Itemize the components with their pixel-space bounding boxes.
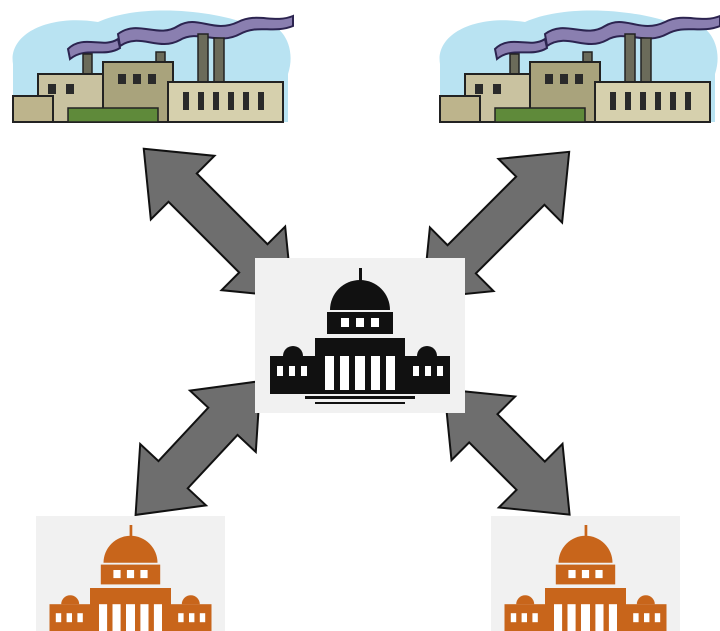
central-government [255, 258, 465, 413]
local-government-left [36, 516, 225, 631]
factory-right [440, 10, 720, 122]
diagram [0, 0, 720, 631]
factory-left [13, 10, 293, 122]
local-government-right [491, 516, 680, 631]
